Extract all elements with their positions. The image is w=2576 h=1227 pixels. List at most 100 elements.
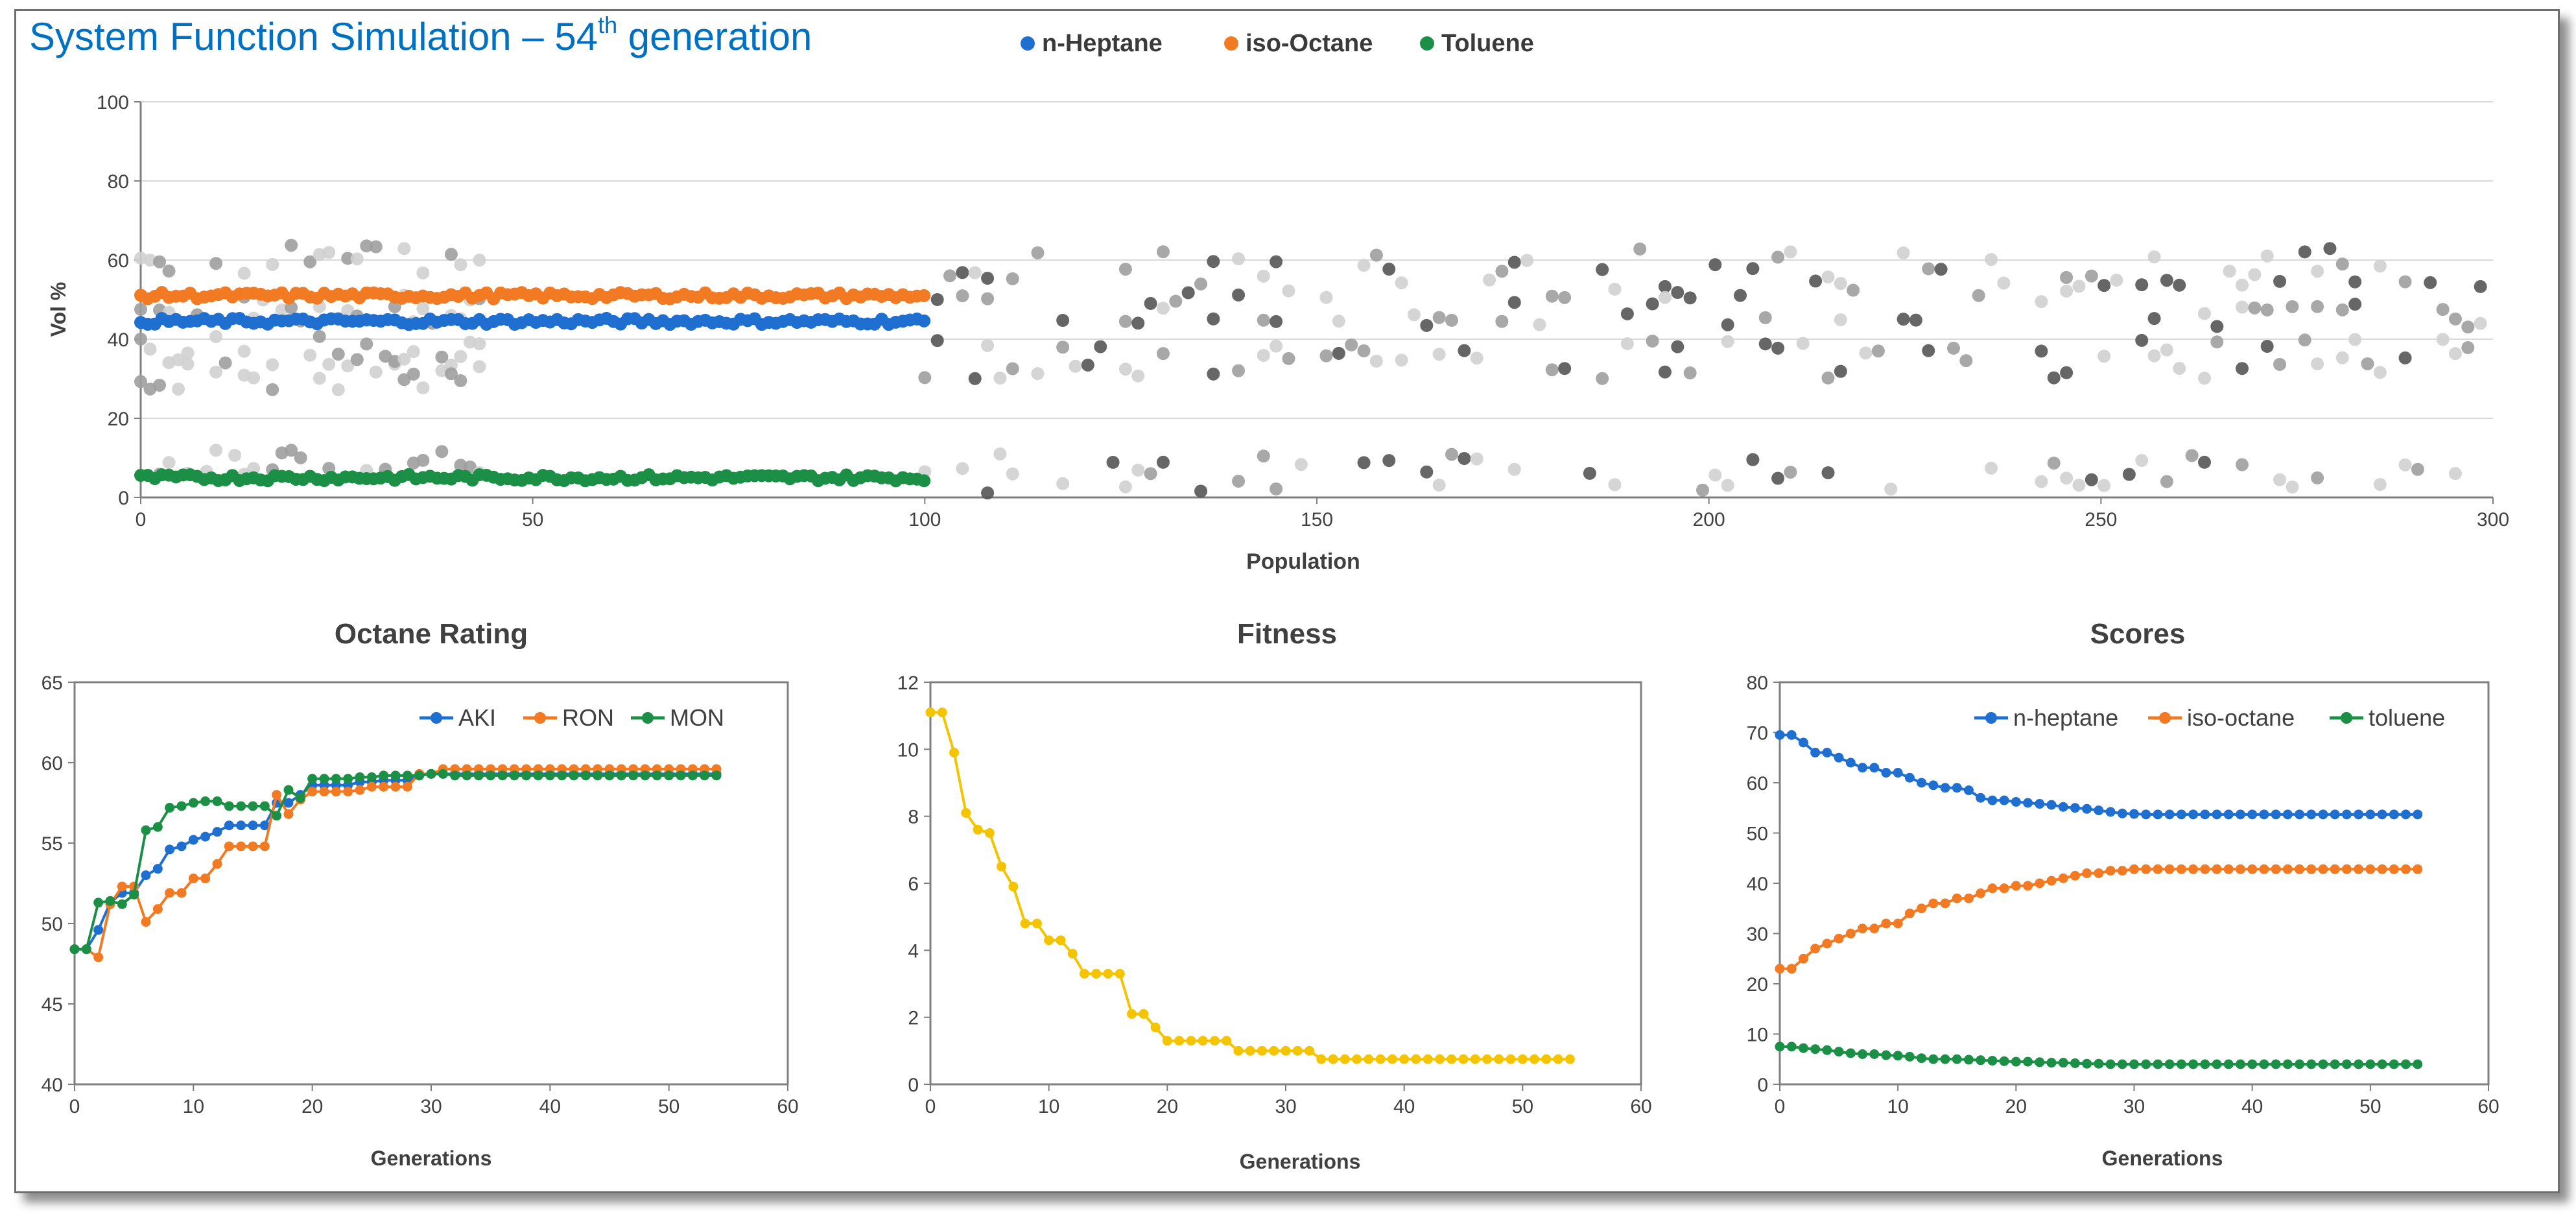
scores-point-toluene — [1845, 1048, 1856, 1058]
scores-point-iso-octane — [1858, 923, 1868, 934]
octane-point-ron — [402, 781, 412, 792]
background-point — [2160, 475, 2173, 488]
legend-label-mon: MON — [670, 704, 724, 731]
background-point — [1156, 302, 1170, 315]
legend-label-aki: AKI — [458, 704, 496, 731]
octane-point-aki — [93, 925, 104, 935]
background-point — [416, 381, 430, 394]
scores-point-iso-octane — [2223, 864, 2234, 874]
population-ylabel: Vol % — [47, 282, 70, 337]
octane-point-ron — [331, 787, 341, 797]
background-point — [2210, 335, 2224, 349]
background-point — [219, 356, 232, 370]
fitness-point-fitness — [984, 828, 995, 838]
octane-x-tick-label: 40 — [539, 1096, 561, 1117]
scores-point-toluene — [2389, 1059, 2399, 1069]
background-point — [1357, 456, 1371, 470]
background-point — [2286, 480, 2299, 494]
octane-point-aki — [259, 820, 270, 831]
octane-point-mon — [628, 770, 639, 781]
background-point — [1834, 313, 1847, 327]
scores-point-n-heptane — [2330, 809, 2340, 820]
fitness-y-tick-label: 0 — [908, 1075, 919, 1096]
background-point — [1897, 246, 1910, 259]
background-point — [2448, 347, 2462, 361]
title-end: generation — [617, 15, 812, 58]
octane-line-mon — [75, 772, 716, 951]
scores-point-iso-octane — [2188, 864, 2199, 874]
scores-point-iso-octane — [1775, 964, 1785, 974]
background-point — [968, 266, 982, 280]
octane-legend: AKI RON MON — [419, 704, 724, 731]
background-point — [1169, 294, 1183, 308]
figure-frame: System Function Simulation – 54th genera… — [14, 9, 2560, 1193]
scores-legend: n-heptane iso-octane toluene — [1974, 704, 2445, 731]
scores-point-iso-octane — [2153, 864, 2163, 874]
scores-point-n-heptane — [2082, 804, 2092, 814]
scores-point-iso-octane — [1893, 918, 1903, 929]
scores-point-iso-octane — [2058, 873, 2068, 883]
background-point — [1257, 313, 1270, 327]
scores-point-n-heptane — [2070, 803, 2080, 813]
background-point — [1658, 291, 1672, 304]
octane-point-mon — [473, 770, 484, 781]
scores-point-iso-octane — [2094, 868, 2104, 878]
scores-point-toluene — [1952, 1054, 1962, 1064]
scores-point-n-heptane — [2223, 809, 2234, 820]
background-point — [1432, 311, 1446, 324]
scores-point-n-heptane — [2200, 809, 2210, 820]
octane-point-aki — [165, 844, 175, 855]
background-point — [2035, 475, 2048, 488]
scores-point-toluene — [2094, 1058, 2104, 1069]
scores-point-toluene — [1940, 1054, 1950, 1064]
background-point — [2060, 366, 2074, 379]
fitness-x-tick-label: 30 — [1275, 1096, 1296, 1117]
background-point — [2436, 333, 2450, 346]
fitness-point-fitness — [1257, 1045, 1267, 1056]
background-point — [1369, 354, 1383, 368]
background-point — [1696, 483, 1709, 497]
scores-point-n-heptane — [2259, 809, 2269, 820]
background-point — [181, 357, 195, 371]
octane-point-mon — [402, 770, 412, 781]
scores-point-toluene — [1928, 1054, 1939, 1064]
scores-point-iso-octane — [2341, 864, 2352, 874]
fitness-x-tick-label: 50 — [1512, 1096, 1533, 1117]
legend-marker-iso-octane-score — [2159, 712, 2171, 724]
background-point — [956, 462, 969, 475]
background-point — [2173, 278, 2186, 292]
background-point — [1721, 479, 1734, 492]
background-point — [397, 373, 411, 387]
background-point — [1796, 337, 1810, 350]
octane-point-ron — [248, 841, 258, 852]
background-point — [2173, 362, 2186, 375]
fitness-point-fitness — [1056, 935, 1066, 946]
fitness-point-fitness — [1162, 1036, 1172, 1046]
fitness-point-fitness — [1008, 881, 1019, 892]
background-point — [2236, 300, 2249, 314]
background-point — [1156, 455, 1170, 469]
scores-point-toluene — [1999, 1056, 2009, 1066]
octane-line-ron — [75, 767, 716, 960]
background-point — [1985, 461, 1998, 475]
octane-point-mon — [462, 770, 472, 781]
title-main: System Function Simulation – 54 — [29, 15, 598, 58]
background-point — [1708, 258, 1722, 272]
background-point — [266, 257, 279, 271]
fitness-point-fitness — [1032, 918, 1042, 929]
octane-point-ron — [343, 787, 353, 797]
population-y-tick-label: 20 — [108, 409, 129, 430]
background-point — [1721, 335, 1734, 348]
scores-point-iso-octane — [2200, 864, 2210, 874]
background-point — [331, 383, 345, 396]
fitness-point-fitness — [1434, 1054, 1445, 1064]
background-point — [1985, 253, 1998, 267]
background-point — [2273, 357, 2287, 371]
legend-marker-ron — [534, 712, 546, 724]
octane-point-mon — [533, 770, 543, 781]
background-point — [1282, 351, 1295, 365]
legend-label-n-heptane: n-Heptane — [1042, 30, 1163, 57]
octane-point-aki — [141, 870, 151, 881]
point-iso-octane — [917, 289, 931, 302]
background-point — [1156, 347, 1170, 361]
